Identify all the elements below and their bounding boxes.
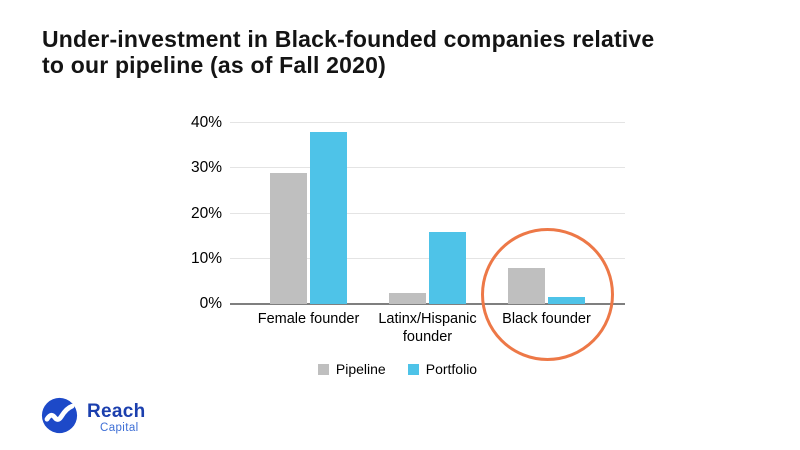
y-tick-label: 0%: [199, 295, 222, 312]
chart-title-line2: to our pipeline (as of Fall 2020): [42, 52, 386, 78]
x-axis-baseline: [230, 303, 625, 305]
gridline: [230, 122, 625, 123]
reach-logo-icon: [41, 397, 78, 434]
portfolio-bar: [429, 231, 466, 304]
pipeline-bar: [270, 172, 307, 304]
category-label: Female founder: [257, 311, 360, 327]
gridline: [230, 212, 625, 214]
logo-name: Reach: [87, 401, 146, 422]
legend-item-pipeline: Pipeline: [317, 361, 386, 377]
bar-group: [249, 123, 368, 304]
legend-label: Portfolio: [425, 361, 478, 377]
reach-capital-logo: Reach Capital: [41, 397, 146, 435]
portfolio-bar: [310, 132, 347, 304]
y-tick-label: 40%: [190, 114, 222, 131]
bar-group: [368, 123, 487, 304]
portfolio-swatch-icon: [407, 363, 419, 375]
legend-label: Pipeline: [335, 361, 386, 377]
pipeline-bar: [389, 292, 426, 304]
pipeline-swatch-icon: [317, 363, 329, 375]
logo-subname: Capital: [100, 422, 139, 434]
y-tick-label: 10%: [190, 249, 222, 267]
chart-title-line1: Under-investment in Black-founded compan…: [42, 26, 655, 52]
highlight-circle-annotation: [481, 228, 614, 361]
gridline: [230, 257, 625, 259]
legend-item-portfolio: Portfolio: [407, 361, 478, 377]
y-tick-label: 20%: [190, 204, 222, 222]
y-axis: 0% 10% 20% 30% 40%: [140, 114, 222, 312]
chart-title: Under-investment in Black-founded compan…: [42, 26, 752, 78]
gridline: [230, 167, 625, 169]
legend: Pipeline Portfolio: [180, 359, 615, 379]
y-tick-label: 30%: [190, 159, 222, 177]
logo-text: Reach Capital: [87, 397, 146, 435]
category-label: Latinx/Hispanic founder: [378, 311, 477, 345]
